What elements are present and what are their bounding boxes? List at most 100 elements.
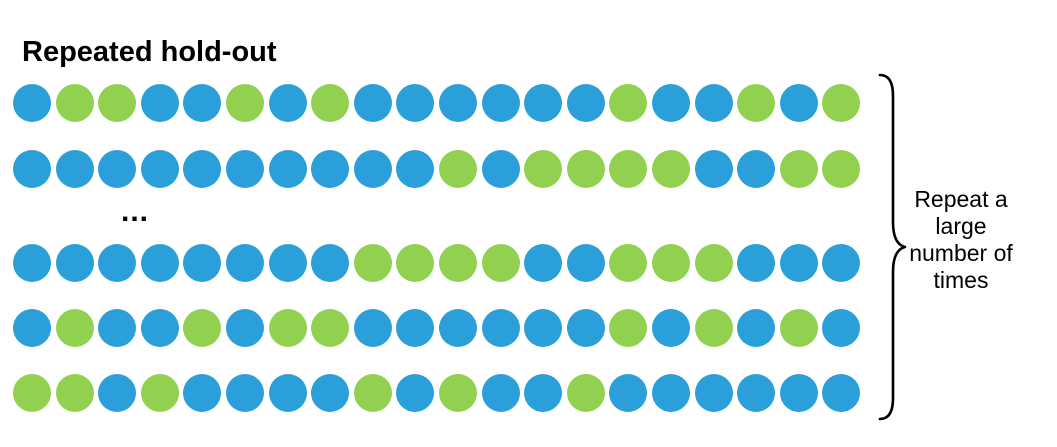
test-dot (566, 150, 605, 188)
train-dot (737, 309, 776, 347)
test-dot (98, 84, 137, 122)
train-dot (779, 374, 818, 412)
test-dot (779, 150, 818, 188)
train-dot (396, 309, 435, 347)
test-dot (311, 84, 350, 122)
train-dot (55, 244, 94, 282)
test-dot (737, 84, 776, 122)
test-dot (609, 244, 648, 282)
train-dot (779, 244, 818, 282)
train-dot (524, 309, 563, 347)
test-dot (651, 150, 690, 188)
train-dot (481, 309, 520, 347)
train-dot (566, 309, 605, 347)
train-dot (481, 374, 520, 412)
train-dot (13, 309, 51, 347)
test-dot (609, 309, 648, 347)
train-dot (396, 374, 435, 412)
train-dot (225, 244, 264, 282)
test-dot (779, 309, 818, 347)
dot-row-4 (13, 309, 861, 347)
ellipsis: ... (121, 195, 150, 228)
train-dot (140, 84, 179, 122)
train-dot (566, 244, 605, 282)
train-dot (268, 150, 307, 188)
train-dot (822, 244, 861, 282)
test-dot (353, 244, 392, 282)
train-dot (609, 374, 648, 412)
train-dot (13, 150, 51, 188)
test-dot (55, 374, 94, 412)
test-dot (822, 84, 861, 122)
test-dot (55, 84, 94, 122)
train-dot (481, 150, 520, 188)
caption-line: Repeat a (914, 186, 1008, 212)
train-dot (183, 84, 222, 122)
test-dot (438, 150, 477, 188)
diagram-title: Repeated hold-out (22, 36, 277, 68)
train-dot (779, 84, 818, 122)
train-dot (268, 244, 307, 282)
test-dot (694, 244, 733, 282)
train-dot (55, 150, 94, 188)
train-dot (353, 150, 392, 188)
train-dot (524, 84, 563, 122)
test-dot (55, 309, 94, 347)
repeat-caption: Repeat a large number of times (896, 186, 1026, 294)
train-dot (438, 84, 477, 122)
train-dot (268, 84, 307, 122)
test-dot (694, 309, 733, 347)
caption-line: number of (909, 240, 1013, 266)
train-dot (311, 244, 350, 282)
train-dot (225, 309, 264, 347)
test-dot (353, 374, 392, 412)
train-dot (822, 374, 861, 412)
train-dot (140, 309, 179, 347)
train-dot (98, 309, 137, 347)
test-dot (396, 244, 435, 282)
train-dot (481, 84, 520, 122)
train-dot (225, 374, 264, 412)
train-dot (694, 84, 733, 122)
train-dot (822, 309, 861, 347)
train-dot (694, 150, 733, 188)
curly-brace-icon (878, 73, 907, 421)
train-dot (311, 374, 350, 412)
train-dot (737, 244, 776, 282)
test-dot (140, 374, 179, 412)
train-dot (140, 244, 179, 282)
train-dot (651, 374, 690, 412)
test-dot (13, 374, 51, 412)
test-dot (822, 150, 861, 188)
dot-row-5 (13, 374, 861, 412)
test-dot (438, 374, 477, 412)
caption-line: times (933, 267, 989, 293)
train-dot (183, 244, 222, 282)
train-dot (396, 150, 435, 188)
train-dot (524, 244, 563, 282)
test-dot (225, 84, 264, 122)
train-dot (140, 150, 179, 188)
dot-row-3 (13, 244, 861, 282)
train-dot (651, 309, 690, 347)
train-dot (98, 244, 137, 282)
train-dot (13, 244, 51, 282)
train-dot (225, 150, 264, 188)
train-dot (566, 84, 605, 122)
test-dot (609, 150, 648, 188)
test-dot (268, 309, 307, 347)
train-dot (13, 84, 51, 122)
train-dot (396, 84, 435, 122)
test-dot (183, 309, 222, 347)
train-dot (183, 150, 222, 188)
train-dot (98, 150, 137, 188)
train-dot (694, 374, 733, 412)
train-dot (268, 374, 307, 412)
train-dot (524, 374, 563, 412)
train-dot (651, 84, 690, 122)
train-dot (98, 374, 137, 412)
test-dot (524, 150, 563, 188)
test-dot (651, 244, 690, 282)
test-dot (311, 309, 350, 347)
dot-row-1 (13, 84, 861, 122)
